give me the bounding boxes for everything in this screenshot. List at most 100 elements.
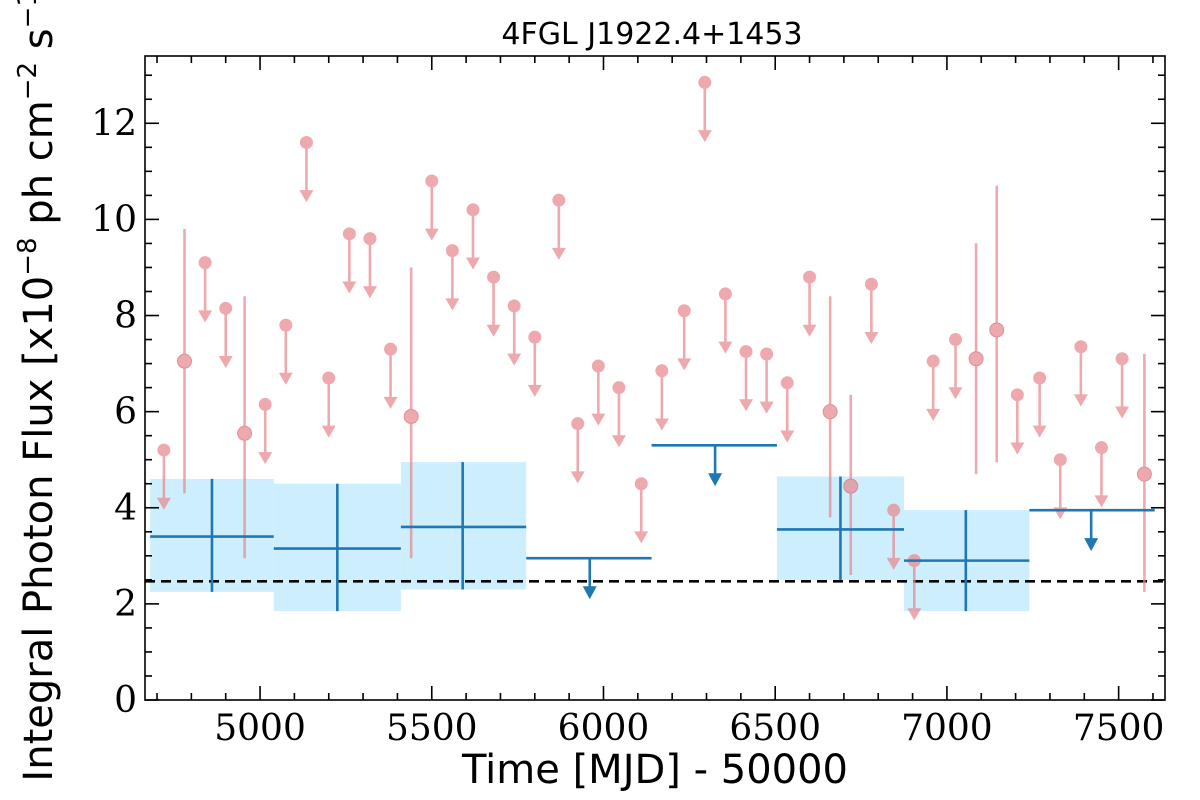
fine-detection-marker (822, 404, 838, 420)
y-axis-label-mid: ph cm (16, 100, 62, 237)
coarse-bin-points (150, 443, 1155, 612)
fine-upper-limit-marker (1033, 371, 1047, 385)
fine-upper-limit-marker (507, 299, 521, 313)
fine-upper-limit-marker (1053, 453, 1067, 467)
fine-upper-limit-marker (198, 256, 212, 270)
fine-upper-limit-marker (1074, 340, 1088, 354)
fine-upper-limit-arrow (634, 531, 649, 544)
y-axis-label-exp3: −1 (13, 0, 43, 28)
fine-upper-limit-arrow (342, 281, 357, 294)
fine-upper-limit-marker (739, 345, 753, 359)
x-tick-labels: 5000 5500 6000 6500 7000 7500 (214, 708, 1164, 749)
fine-upper-limit-marker (780, 376, 794, 390)
fine-detection-marker (1136, 466, 1152, 482)
fine-upper-limit (551, 193, 566, 260)
x-tick-label: 6500 (729, 708, 821, 749)
fine-detection-marker (968, 351, 984, 367)
fine-upper-limit (926, 354, 941, 421)
fine-upper-limit (465, 203, 480, 270)
fine-upper-limit (570, 417, 585, 484)
fine-upper-limit (299, 136, 314, 203)
fine-upper-limit-marker (1094, 441, 1108, 455)
plot-frame (144, 55, 1166, 701)
fine-upper-limit (718, 287, 733, 354)
x-axis-label: Time [MJD] - 50000 (461, 747, 848, 793)
coarse-detection (400, 462, 527, 590)
fine-upper-limit-marker (634, 477, 648, 491)
fine-upper-limit-arrow (258, 452, 273, 465)
fine-upper-limit-arrow (424, 228, 439, 241)
fine-upper-limit-arrow (739, 399, 754, 412)
fine-detection-marker (403, 408, 419, 424)
y-tick-label: 0 (114, 680, 137, 721)
fine-upper-limit-marker (342, 227, 356, 241)
fine-upper-limit-arrow (1094, 495, 1109, 508)
fine-upper-limit-arrow (886, 557, 901, 570)
fine-upper-limit-marker (718, 287, 732, 301)
fine-upper-limit (424, 174, 439, 241)
fine-upper-limit-arrow (802, 324, 817, 337)
fine-upper-limit-marker (591, 359, 605, 373)
fine-upper-limit-marker (445, 244, 459, 258)
fine-upper-limit-marker (258, 397, 272, 411)
fine-upper-limit-arrow (1073, 394, 1088, 407)
fine-upper-limit (445, 244, 460, 311)
fine-upper-limit (634, 477, 649, 544)
y-axis-label-main: Integral Photon Flux [x10 (16, 276, 62, 782)
fine-upper-limit-marker (571, 417, 585, 431)
fine-upper-limit-arrow (907, 608, 922, 621)
y-tick-label: 8 (114, 296, 137, 337)
fine-upper-limit (886, 503, 901, 570)
coarse-upper-limit (651, 443, 777, 487)
fine-upper-limit (383, 342, 398, 409)
y-axis-label-exp2: −2 (13, 62, 43, 100)
fine-upper-limit (759, 347, 774, 414)
fine-upper-limit-arrow (611, 435, 626, 448)
coarse-upper-limit (1029, 508, 1155, 552)
fine-upper-limit (1032, 371, 1047, 438)
fine-upper-limit-arrow (948, 387, 963, 400)
fine-detection (968, 243, 984, 475)
fine-upper-limit (1094, 441, 1109, 508)
fine-upper-limit-arrow (299, 190, 314, 203)
fine-detection-marker (176, 353, 192, 369)
y-tick-label: 2 (114, 584, 137, 625)
coarse-detection (903, 510, 1030, 612)
fine-bin-points (156, 75, 1152, 621)
fine-upper-limit-arrow (507, 353, 522, 366)
fine-detection (822, 296, 838, 518)
fine-upper-limit (654, 364, 669, 431)
fine-upper-limit (1073, 340, 1088, 407)
fine-upper-limit (802, 270, 817, 337)
fine-detection (403, 267, 419, 559)
fine-detection (843, 394, 859, 576)
fine-upper-limit-arrow (383, 396, 398, 409)
fine-upper-limit (948, 333, 963, 400)
fine-upper-limit-arrow (156, 497, 171, 510)
fine-upper-limit-arrow (654, 418, 669, 431)
fine-detection (237, 296, 253, 559)
fine-upper-limit (486, 270, 501, 337)
fine-upper-limit-arrow (486, 324, 501, 337)
fine-upper-limit-marker (949, 333, 963, 347)
fine-upper-limit-arrow (780, 430, 795, 443)
fine-upper-limit-marker (552, 193, 566, 207)
fine-detection (1136, 353, 1152, 592)
fine-upper-limit-marker (655, 364, 669, 378)
fine-upper-limit-marker (887, 503, 901, 517)
fine-upper-limit-arrow (677, 358, 692, 371)
fine-upper-limit-marker (219, 301, 233, 315)
fine-upper-limit (156, 443, 171, 510)
fine-upper-limit (864, 277, 879, 344)
fine-upper-limit-arrow (198, 310, 213, 323)
coarse-detection (150, 478, 274, 592)
x-tick-label: 7000 (901, 708, 993, 749)
fine-upper-limit (611, 381, 626, 448)
fine-detection-marker (989, 322, 1005, 338)
x-tick-label: 5000 (214, 708, 306, 749)
fine-upper-limit-arrow (465, 257, 480, 270)
fine-upper-limit-marker (322, 371, 336, 385)
y-tick-label: 10 (91, 199, 137, 240)
fine-upper-limit (321, 371, 336, 438)
fine-upper-limit (507, 299, 522, 366)
